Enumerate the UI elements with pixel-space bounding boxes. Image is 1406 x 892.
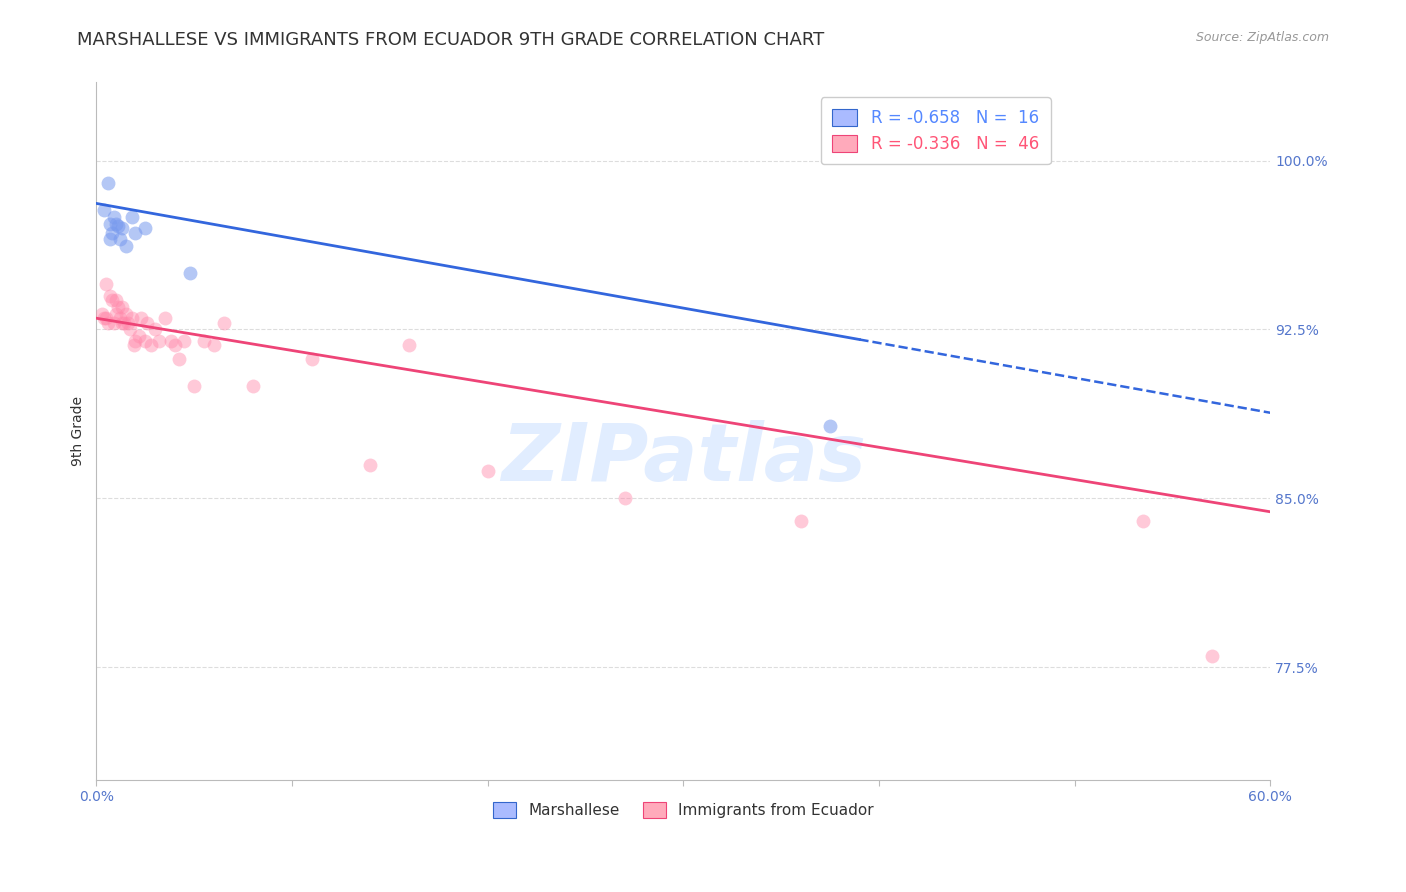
Point [114, 239, 136, 253]
Point [103, 316, 125, 330]
Point [91, 307, 114, 321]
Point [159, 334, 181, 348]
Point [1201, 648, 1223, 663]
Point [122, 338, 145, 352]
Point [104, 307, 127, 321]
Point [163, 338, 186, 352]
Point [179, 266, 201, 280]
Point [108, 311, 131, 326]
Point [124, 226, 146, 240]
Point [103, 210, 125, 224]
Text: ZIPatlas: ZIPatlas [501, 419, 866, 498]
Point [128, 329, 150, 343]
Point [124, 334, 146, 348]
Point [104, 293, 127, 308]
Point [477, 464, 499, 478]
Point [153, 311, 176, 326]
Point [107, 219, 129, 233]
Point [359, 458, 381, 472]
Point [134, 221, 156, 235]
Point [121, 311, 143, 326]
Point [101, 293, 124, 308]
Point [107, 300, 129, 314]
Point [136, 316, 159, 330]
Point [111, 221, 134, 235]
Point [134, 334, 156, 348]
Point [148, 334, 170, 348]
Point [111, 316, 134, 330]
Point [111, 300, 134, 314]
Point [112, 316, 135, 330]
Point [139, 338, 162, 352]
Text: MARSHALLESE VS IMMIGRANTS FROM ECUADOR 9TH GRADE CORRELATION CHART: MARSHALLESE VS IMMIGRANTS FROM ECUADOR 9… [77, 31, 824, 49]
Point [98, 232, 121, 246]
Point [101, 226, 124, 240]
Point [613, 491, 636, 506]
Point [98, 289, 121, 303]
Point [202, 338, 225, 352]
Point [212, 316, 235, 330]
Point [167, 351, 190, 366]
Point [398, 338, 420, 352]
Point [242, 378, 264, 392]
Point [93, 203, 115, 218]
Point [93, 311, 115, 326]
Point [301, 351, 323, 366]
Point [818, 419, 841, 434]
Point [789, 514, 811, 528]
Text: Source: ZipAtlas.com: Source: ZipAtlas.com [1195, 31, 1329, 45]
Point [131, 311, 153, 326]
Point [97, 176, 120, 190]
Point [108, 232, 131, 246]
Point [104, 217, 127, 231]
Point [121, 210, 143, 224]
Point [97, 316, 120, 330]
Point [117, 316, 139, 330]
Point [94, 311, 117, 326]
Point [114, 307, 136, 321]
Point [1132, 514, 1154, 528]
Point [173, 334, 195, 348]
Point [193, 334, 215, 348]
Point [143, 322, 166, 336]
Point [118, 322, 141, 336]
Y-axis label: 9th Grade: 9th Grade [72, 396, 86, 466]
Legend: Marshallese, Immigrants from Ecuador: Marshallese, Immigrants from Ecuador [486, 796, 880, 824]
Point [94, 277, 117, 292]
Point [183, 378, 205, 392]
Point [98, 217, 121, 231]
